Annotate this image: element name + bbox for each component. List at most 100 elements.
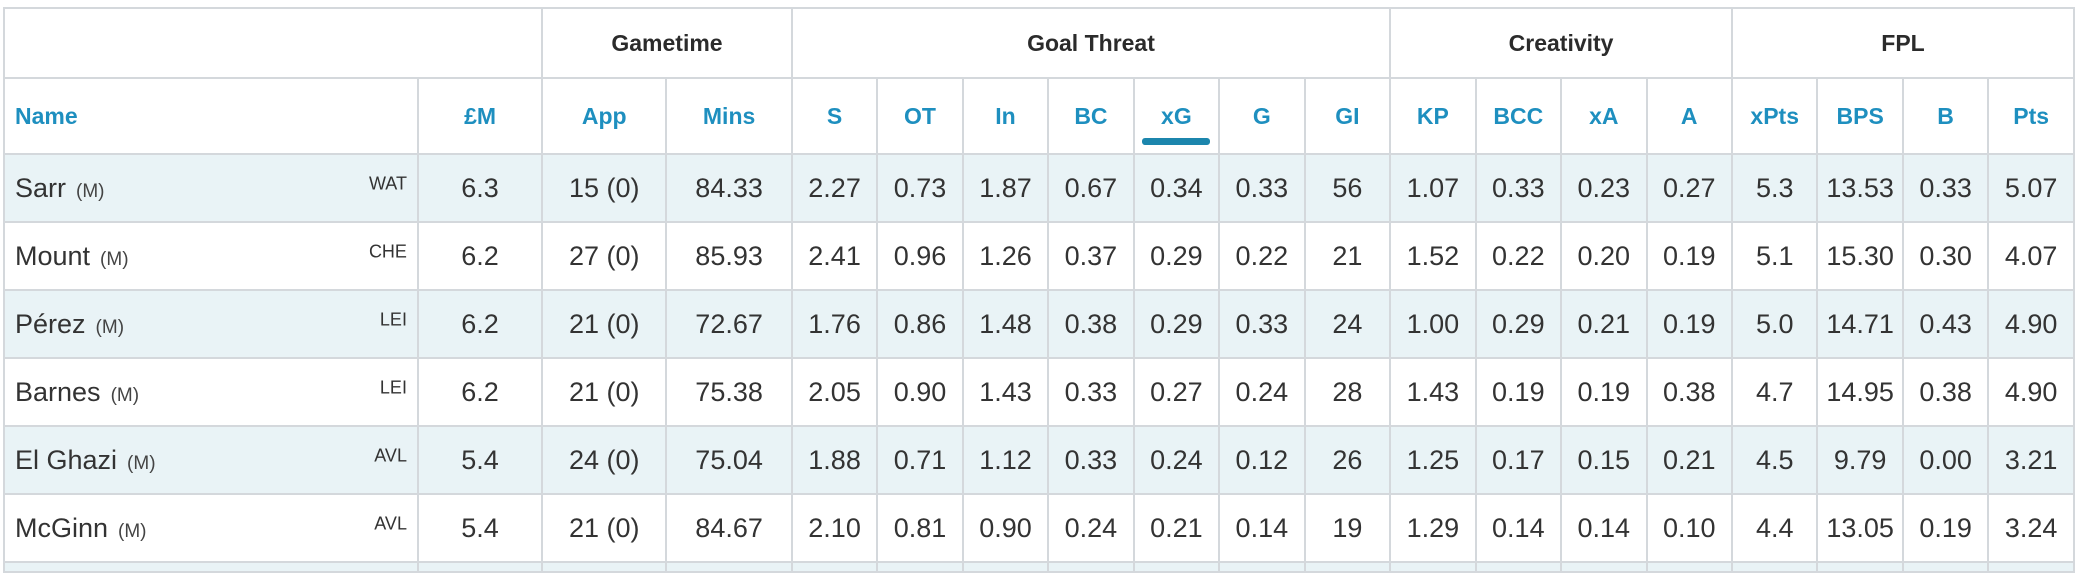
column-header-xpts[interactable]: xPts: [1730, 77, 1819, 155]
cell-b: 0.30: [1901, 221, 1990, 291]
cell-b: 0.43: [1901, 289, 1990, 359]
column-header-s[interactable]: S: [790, 77, 879, 155]
cell-pts: 4.07: [1987, 221, 2075, 291]
cell-g: 0.33: [1218, 153, 1306, 223]
column-header-app[interactable]: App: [541, 77, 668, 155]
column-header-bc[interactable]: BC: [1047, 77, 1135, 155]
cell-b: 0.19: [1901, 493, 1990, 563]
cell-xg: 0.29: [1132, 289, 1221, 359]
player-name-cell[interactable]: Barnes (M) LEI: [3, 357, 419, 427]
column-header-mins[interactable]: Mins: [665, 77, 793, 155]
column-header-ot[interactable]: OT: [876, 77, 964, 155]
cell-bcc: 0.29: [1474, 289, 1563, 359]
cell-bc: 0.67: [1047, 153, 1135, 223]
cell-xpts: 5.0: [1730, 289, 1819, 359]
cell-bcc: 0.17: [1474, 425, 1563, 495]
player-name-cell[interactable]: El Ghazi (M) AVL: [3, 425, 419, 495]
cell-empty: [961, 561, 1050, 573]
cell-app: 27 (0): [541, 221, 668, 291]
cell-s: 2.27: [790, 153, 879, 223]
cell-a: 0.27: [1645, 153, 1733, 223]
cell-empty: [416, 561, 544, 573]
cell-gi: 28: [1303, 357, 1392, 427]
table-row[interactable]: McGinn (M) AVL 5.4 21 (0) 84.67 2.10 0.81 0.90 0.…: [3, 493, 2075, 563]
cell-in: 1.26: [961, 221, 1050, 291]
cell-s: 1.88: [790, 425, 879, 495]
cell-empty: [1218, 561, 1306, 573]
player-name[interactable]: McGinn: [15, 512, 109, 543]
player-name[interactable]: Pérez: [15, 308, 86, 339]
cell-empty: [1987, 561, 2075, 573]
table-row[interactable]: Mount (M) CHE 6.2 27 (0) 85.93 2.41 0.96 1.26 0.3…: [3, 221, 2075, 291]
player-name-cell[interactable]: McGinn (M) AVL: [3, 493, 419, 563]
table-row[interactable]: El Ghazi (M) AVL 5.4 24 (0) 75.04 1.88 0.71 1.12…: [3, 425, 2075, 495]
group-header-creativity: Creativity: [1389, 7, 1733, 79]
cell-in: 1.43: [961, 357, 1050, 427]
cell-price: 6.2: [416, 221, 544, 291]
cell-empty: [1816, 561, 1904, 573]
column-header-pts[interactable]: Pts: [1987, 77, 2075, 155]
cell-xa: 0.21: [1560, 289, 1648, 359]
column-header-g[interactable]: G: [1218, 77, 1306, 155]
cell-ot: 0.73: [876, 153, 964, 223]
cell-bc: 0.37: [1047, 221, 1135, 291]
table-row[interactable]: Pérez (M) LEI 6.2 21 (0) 72.67 1.76 0.86 1.48 0.3…: [3, 289, 2075, 359]
table-row[interactable]: Sarr (M) WAT 6.3 15 (0) 84.33 2.27 0.73 1.87 0.67…: [3, 153, 2075, 223]
player-position: (M): [118, 520, 147, 542]
cell-empty: [1560, 561, 1648, 573]
column-header-a[interactable]: A: [1645, 77, 1733, 155]
cell-in: 1.48: [961, 289, 1050, 359]
cell-gi: 19: [1303, 493, 1392, 563]
cell-empty: [1730, 561, 1819, 573]
column-header-price[interactable]: £M: [416, 77, 544, 155]
player-name-cell[interactable]: Sarr (M) WAT: [3, 153, 419, 223]
player-position: (M): [110, 384, 140, 406]
cell-gi: 56: [1303, 153, 1392, 223]
player-name[interactable]: Sarr: [15, 172, 67, 203]
player-name-cell[interactable]: Mount (M) CHE: [3, 221, 419, 291]
cell-mins: 85.93: [665, 221, 793, 291]
cell-xpts: 4.7: [1730, 357, 1819, 427]
cell-s: 2.41: [790, 221, 879, 291]
table-row[interactable]: Barnes (M) LEI 6.2 21 (0) 75.38 2.05 0.90 1.43 0.…: [3, 357, 2075, 427]
column-header-in[interactable]: In: [961, 77, 1050, 155]
cell-pts: 3.24: [1987, 493, 2075, 563]
cell-kp: 1.43: [1389, 357, 1477, 427]
column-header-b[interactable]: B: [1901, 77, 1990, 155]
cell-gi: 24: [1303, 289, 1392, 359]
cell-ot: 0.96: [876, 221, 964, 291]
column-header-kp[interactable]: KP: [1389, 77, 1477, 155]
player-name[interactable]: El Ghazi: [15, 444, 118, 475]
cell-bps: 9.79: [1816, 425, 1904, 495]
cell-ot: 0.71: [876, 425, 964, 495]
column-header-bps[interactable]: BPS: [1816, 77, 1904, 155]
player-team: LEI: [379, 309, 407, 330]
cell-app: 21 (0): [541, 289, 668, 359]
player-name-cell[interactable]: Pérez (M) LEI: [3, 289, 419, 359]
cell-xg: 0.29: [1132, 221, 1221, 291]
cell-price: 5.4: [416, 425, 544, 495]
cell-empty: [1047, 561, 1135, 573]
player-position: (M): [100, 248, 129, 270]
column-header-xa[interactable]: xA: [1560, 77, 1648, 155]
cell-a: 0.21: [1645, 425, 1733, 495]
cell-g: 0.22: [1218, 221, 1306, 291]
column-header-xg[interactable]: xG: [1132, 77, 1221, 155]
cell-bps: 14.95: [1816, 357, 1904, 427]
cell-xpts: 5.3: [1730, 153, 1819, 223]
player-name[interactable]: Barnes: [15, 376, 101, 407]
cell-empty: [790, 561, 879, 573]
cell-xg: 0.34: [1132, 153, 1221, 223]
cell-xpts: 4.4: [1730, 493, 1819, 563]
column-header-gi[interactable]: GI: [1303, 77, 1392, 155]
column-header-bcc[interactable]: BCC: [1474, 77, 1563, 155]
player-name[interactable]: Mount: [15, 240, 91, 271]
player-team: WAT: [368, 173, 407, 194]
cell-app: 21 (0): [541, 357, 668, 427]
cell-xg: 0.27: [1132, 357, 1221, 427]
column-header-name[interactable]: Name: [3, 77, 419, 155]
cell-pts: 5.07: [1987, 153, 2075, 223]
cell-s: 2.10: [790, 493, 879, 563]
cell-bc: 0.24: [1047, 493, 1135, 563]
cell-app: 21 (0): [541, 493, 668, 563]
